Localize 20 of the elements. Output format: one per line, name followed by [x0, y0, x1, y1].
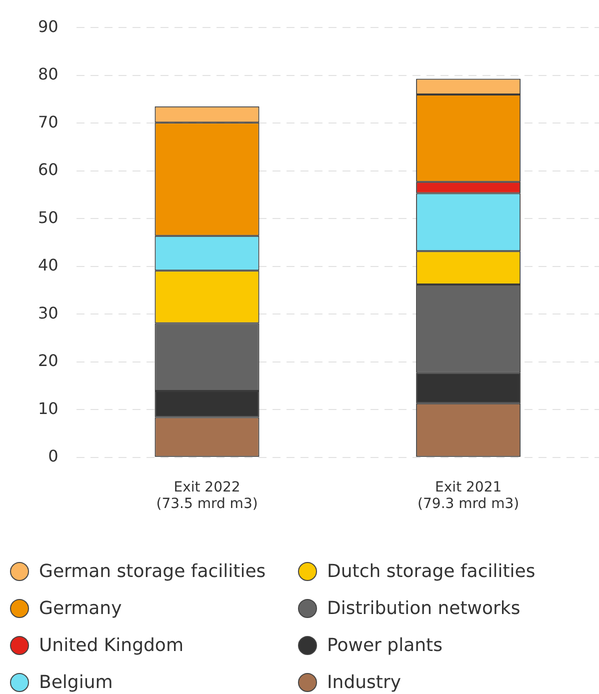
y-tick-label: 50 — [38, 208, 58, 227]
legend-label: Germany — [39, 598, 122, 619]
legend-label: German storage facilities — [39, 561, 266, 582]
legend-label: Distribution networks — [327, 598, 520, 619]
x-tick-label: Exit 2022 (73.5 mrd m3) — [156, 479, 258, 512]
legend-label: Industry — [327, 672, 402, 693]
y-tick-label: 90 — [38, 16, 58, 36]
y-tick-label: 20 — [38, 351, 58, 370]
legend-label: Power plants — [327, 635, 442, 656]
y-tick-label: 70 — [38, 112, 58, 132]
y-tick-label: 10 — [38, 398, 58, 418]
y-tick-label: 30 — [38, 303, 58, 322]
y-tick-label: 80 — [38, 64, 58, 84]
legend-label: United Kingdom — [39, 635, 184, 656]
x-tick-label: Exit 2021 (79.3 mrd m3) — [418, 479, 520, 512]
y-tick-label: 0 — [48, 446, 58, 466]
y-tick-label: 60 — [38, 160, 58, 180]
legend-label: Belgium — [39, 672, 113, 693]
y-tick-label: 40 — [38, 256, 58, 275]
legend-label: Dutch storage facilities — [327, 561, 536, 582]
